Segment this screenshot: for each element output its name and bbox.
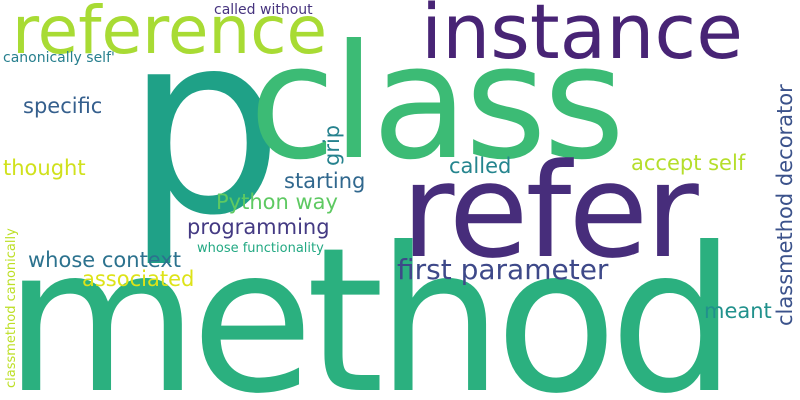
word-associated: associated: [82, 267, 195, 291]
word-classmethod-canonically: classmethod canonically: [4, 228, 19, 388]
word-accept-self: accept self: [631, 151, 746, 175]
word-starting: starting: [284, 169, 366, 193]
word-instance: instance: [421, 0, 743, 76]
word-programming: programming: [187, 215, 330, 239]
word-refer: refer: [401, 135, 699, 287]
word-specific: specific: [23, 94, 103, 118]
word-reference: reference: [12, 0, 328, 69]
word-canonically-self: canonically self': [3, 50, 115, 66]
word-first-parameter: first parameter: [397, 253, 609, 286]
word-grip: grip: [320, 124, 344, 166]
word-meant: meant: [704, 299, 772, 323]
word-p: p: [125, 0, 284, 270]
word-thought: thought: [3, 156, 86, 180]
word-classmethod-decorator: classmethod decorator: [773, 84, 797, 326]
word-called-without: called without: [214, 2, 313, 18]
word-whose-context: whose context: [28, 248, 182, 272]
word-python-way: Python way: [216, 190, 338, 214]
word-whose-functionality: whose functionality: [197, 241, 324, 256]
word-method: method: [4, 205, 736, 400]
word-class: class: [249, 11, 625, 195]
word-called: called: [449, 154, 512, 178]
